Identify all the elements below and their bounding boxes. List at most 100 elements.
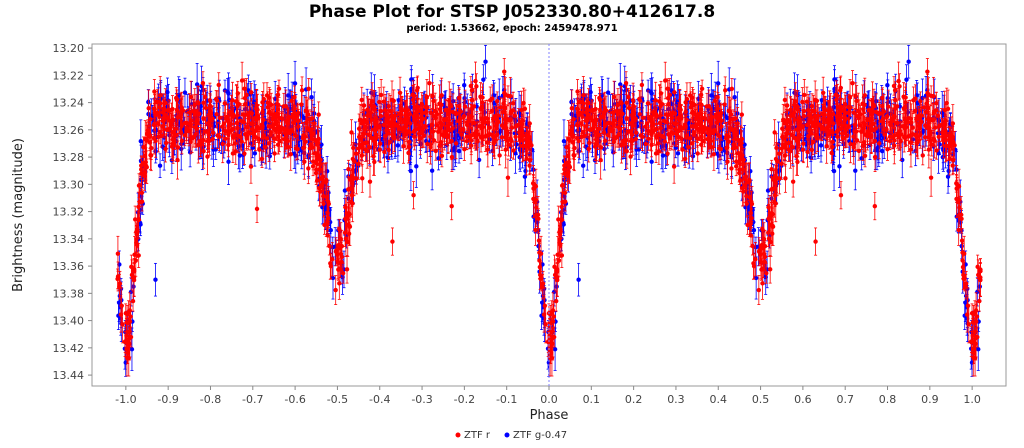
ztf-r-point — [663, 61, 668, 100]
x-tick-label: -0.9 — [157, 393, 178, 406]
x-tick-label: 0.7 — [836, 393, 854, 406]
data-marks — [115, 44, 983, 377]
x-tick-label: 0.2 — [625, 393, 643, 406]
y-axis-label: Brightness (magnitude) — [11, 138, 26, 292]
ztf-g-point — [157, 153, 163, 178]
x-tick-label: -0.6 — [284, 393, 305, 406]
x-tick-label: 0.5 — [752, 393, 770, 406]
y-tick-label: 13.28 — [53, 151, 85, 164]
legend: ZTF r ZTF g-0.47 — [455, 430, 567, 441]
ztf-r-point — [390, 227, 395, 256]
ztf-r-point — [723, 76, 728, 105]
ztf-g-point — [837, 144, 842, 188]
y-tick-label: 13.40 — [53, 315, 85, 328]
y-tick-label: 13.42 — [53, 342, 85, 355]
x-tick-label: -0.2 — [454, 393, 475, 406]
ztf-g-point — [481, 64, 486, 95]
ztf-r-point — [850, 70, 855, 97]
ztf-r-point — [474, 73, 479, 100]
y-axis: 13.20 13.22 13.24 13.26 13.28 13.30 13.32 13.34… — [53, 42, 92, 382]
x-axis: -1.0 -0.9 -0.8 -0.7 -0.6 -0.5 -0.4 -0.3 -0.2 -0.1… — [115, 386, 981, 406]
y-tick-label: 13.26 — [53, 124, 85, 137]
x-tick-label: 0.3 — [667, 393, 685, 406]
y-tick-label: 13.22 — [53, 69, 85, 82]
legend-marker — [504, 432, 510, 438]
legend-item: ZTF r — [455, 430, 491, 441]
chart-title: Phase Plot for STSP J052330.80+412617.8 — [308, 2, 716, 22]
x-tick-label: 0.4 — [710, 393, 728, 406]
x-axis-label: Phase — [530, 408, 569, 423]
ztf-g-point — [976, 327, 981, 371]
ztf-r-point — [505, 158, 511, 197]
ztf-g-point — [251, 94, 256, 115]
ztf-r-point — [254, 194, 260, 223]
x-tick-label: 1.0 — [963, 393, 981, 406]
ztf-r-point — [977, 290, 982, 312]
ztf-r-point — [553, 290, 559, 312]
x-tick-label: 0.1 — [583, 393, 601, 406]
ztf-g-point — [906, 44, 911, 79]
ztf-r-point — [272, 144, 277, 163]
ztf-r-point — [411, 181, 416, 210]
ztf-g-point — [904, 64, 909, 95]
ztf-r-point — [449, 192, 454, 221]
ztf-r-point — [653, 143, 659, 163]
legend-marker — [455, 432, 461, 438]
x-tick-label: 0.0 — [540, 393, 558, 406]
ztf-r-point — [427, 70, 432, 97]
ztf-r-point — [299, 76, 305, 105]
y-tick-label: 13.38 — [53, 287, 85, 300]
ztf-r-point — [897, 73, 902, 100]
ztf-r-point — [790, 165, 796, 198]
x-tick-label: 0.6 — [794, 393, 812, 406]
ztf-g-point — [309, 78, 314, 116]
x-tick-label: -0.5 — [327, 393, 348, 406]
y-tick-label: 13.24 — [53, 97, 85, 110]
ztf-g-point — [605, 77, 611, 108]
ztf-r-point — [872, 192, 878, 221]
ztf-r-point — [767, 255, 773, 284]
legend-item: ZTF g-0.47 — [504, 430, 567, 441]
ztf-g-point — [847, 130, 852, 152]
ztf-r-point — [695, 144, 700, 163]
y-tick-label: 13.20 — [53, 42, 85, 55]
x-tick-label: -0.4 — [369, 393, 390, 406]
ztf-r-point — [813, 227, 818, 256]
y-tick-label: 13.34 — [53, 233, 85, 246]
ztf-g-point — [880, 138, 885, 164]
y-tick-label: 13.32 — [53, 206, 85, 219]
ztf-r-point — [920, 145, 925, 166]
ztf-r-point — [497, 145, 502, 166]
legend-label: ZTF r — [464, 430, 491, 441]
ztf-r-point — [360, 163, 365, 193]
x-tick-label: 0.9 — [921, 393, 939, 406]
y-tick-label: 13.44 — [53, 369, 85, 382]
ztf-r-point — [239, 61, 245, 100]
ztf-g-point — [292, 138, 297, 169]
x-tick-label: -0.8 — [200, 393, 221, 406]
ztf-g-point — [153, 262, 158, 297]
x-tick-label: -0.1 — [496, 393, 517, 406]
ztf-r-point — [230, 143, 236, 163]
ztf-r-point — [783, 163, 788, 193]
y-tick-label: 13.30 — [53, 178, 85, 191]
y-tick-label: 13.36 — [53, 260, 85, 273]
ztf-g-point — [429, 151, 435, 191]
ztf-g-point — [674, 94, 679, 115]
ztf-g-point — [552, 327, 558, 371]
ztf-g-point — [853, 151, 858, 191]
x-tick-label: -0.3 — [411, 393, 432, 406]
ztf-g-point — [576, 262, 581, 297]
ztf-g-point — [414, 144, 419, 188]
x-tick-label: -0.7 — [242, 393, 263, 406]
ztf-r-point — [344, 255, 350, 284]
ztf-g-point — [129, 327, 135, 371]
x-tick-label: 0.8 — [879, 393, 897, 406]
legend-label: ZTF g-0.47 — [513, 430, 567, 441]
ztf-g-point — [182, 77, 188, 108]
ztf-g-point — [581, 153, 586, 178]
ztf-g-point — [424, 130, 429, 152]
x-tick-label: -1.0 — [115, 393, 136, 406]
ztf-g-point — [483, 44, 488, 79]
